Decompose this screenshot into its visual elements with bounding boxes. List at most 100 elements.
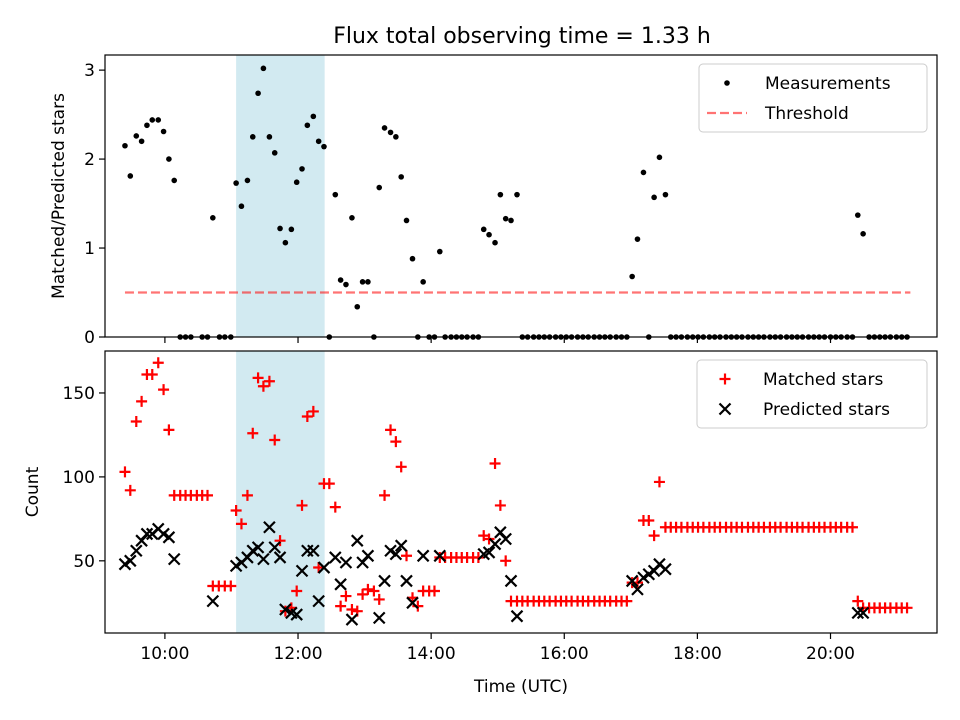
data-point xyxy=(856,606,870,620)
data-point xyxy=(393,134,399,140)
data-point xyxy=(401,550,413,562)
data-point xyxy=(372,611,386,625)
data-point xyxy=(361,549,375,563)
data-point xyxy=(398,174,404,180)
data-point xyxy=(362,583,374,595)
data-point xyxy=(252,372,264,384)
data-point xyxy=(378,574,391,588)
data-point xyxy=(317,561,331,574)
data-point xyxy=(290,608,303,621)
legend: Matched stars Predicted stars xyxy=(696,359,928,429)
data-point xyxy=(621,595,633,607)
data-point xyxy=(416,549,430,563)
data-point xyxy=(160,128,167,135)
data-point xyxy=(238,203,245,210)
data-point xyxy=(381,125,388,131)
data-point xyxy=(312,594,325,608)
data-point xyxy=(124,554,137,568)
data-point xyxy=(659,562,672,576)
data-point xyxy=(403,217,410,224)
data-point xyxy=(514,191,520,198)
data-point xyxy=(230,504,242,516)
y-tick-label: 2 xyxy=(84,150,95,170)
x-tick-label: 16:00 xyxy=(540,644,589,664)
data-point xyxy=(354,303,361,310)
data-point xyxy=(359,279,366,285)
data-point xyxy=(210,214,216,221)
data-point xyxy=(387,129,394,136)
data-point xyxy=(152,357,164,369)
data-point xyxy=(206,594,220,608)
data-point xyxy=(155,117,162,123)
series-predicted-stars xyxy=(118,520,870,626)
data-point xyxy=(273,551,287,564)
x-axis-label: Time (UTC) xyxy=(473,677,568,697)
data-point xyxy=(167,552,181,566)
data-point xyxy=(409,255,416,262)
y-tick-label: 0 xyxy=(84,328,95,348)
data-point xyxy=(860,231,866,237)
highlight-span xyxy=(236,351,325,633)
data-point xyxy=(483,533,495,545)
data-point xyxy=(304,122,311,129)
data-point xyxy=(260,65,267,72)
y-tick-label: 150 xyxy=(63,384,95,404)
data-point xyxy=(394,539,408,552)
legend: Measurements Threshold xyxy=(698,63,928,133)
data-point xyxy=(301,410,313,422)
data-point xyxy=(357,588,369,600)
data-point xyxy=(365,279,371,285)
data-point xyxy=(122,142,128,149)
y-axis-label: Count xyxy=(23,466,43,517)
data-point xyxy=(502,215,509,222)
data-point xyxy=(349,214,355,221)
data-point xyxy=(379,489,391,501)
legend-label: Threshold xyxy=(764,104,849,124)
data-point xyxy=(436,248,443,255)
data-point xyxy=(412,600,424,612)
legend-box xyxy=(698,63,928,133)
data-point xyxy=(140,527,154,541)
data-point xyxy=(282,239,289,246)
data-point xyxy=(136,395,148,407)
data-point xyxy=(634,236,641,242)
data-point xyxy=(244,177,251,184)
data-point xyxy=(241,489,253,501)
data-point xyxy=(508,217,514,224)
data-point xyxy=(329,501,341,513)
data-point xyxy=(340,590,352,602)
data-point xyxy=(339,556,353,569)
data-point xyxy=(337,277,344,283)
data-point xyxy=(346,604,358,615)
data-point xyxy=(629,273,635,280)
data-point xyxy=(846,521,858,533)
data-point xyxy=(428,585,440,597)
legend-marker-matched xyxy=(719,373,731,385)
data-point xyxy=(492,239,498,246)
data-point xyxy=(130,416,142,427)
axes-frame xyxy=(104,54,938,338)
data-point xyxy=(329,551,342,564)
data-point xyxy=(291,585,303,597)
data-point xyxy=(163,424,175,436)
data-point xyxy=(480,226,487,233)
data-point xyxy=(249,134,256,140)
data-point xyxy=(307,405,319,417)
data-point xyxy=(315,138,322,145)
data-point xyxy=(343,281,349,288)
data-point xyxy=(497,191,504,198)
data-point xyxy=(494,499,506,511)
y-tick-label: 3 xyxy=(84,61,95,81)
data-point xyxy=(901,602,913,614)
data-point xyxy=(482,546,496,559)
data-point xyxy=(266,134,273,140)
data-point xyxy=(296,499,308,511)
panel-counts: 50 100 150 10:00 12:00 14:00 16:00 18:00 20:00 Co… xyxy=(23,350,938,697)
data-point xyxy=(127,173,134,179)
data-point xyxy=(433,549,447,563)
data-point xyxy=(472,551,484,563)
data-point xyxy=(130,544,143,558)
legend-label: Measurements xyxy=(765,74,891,94)
data-point xyxy=(271,150,278,156)
x-tick-label: 18:00 xyxy=(673,644,722,664)
